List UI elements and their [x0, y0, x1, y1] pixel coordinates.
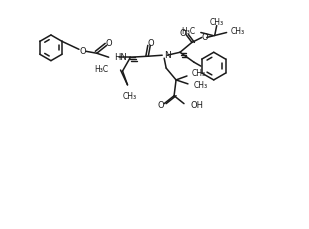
- Text: H₃C: H₃C: [181, 27, 195, 36]
- Text: OH: OH: [191, 101, 204, 110]
- Text: O: O: [80, 47, 86, 56]
- Text: CH₃: CH₃: [122, 92, 137, 101]
- Text: N: N: [164, 51, 171, 60]
- Text: O: O: [180, 29, 186, 38]
- Text: CH₃: CH₃: [231, 27, 245, 36]
- Text: CH₃: CH₃: [194, 81, 208, 90]
- Text: HN: HN: [114, 53, 126, 62]
- Text: O: O: [105, 39, 112, 48]
- Text: CH₃: CH₃: [210, 18, 224, 27]
- Text: CH₃: CH₃: [192, 69, 206, 79]
- Text: O: O: [201, 33, 208, 42]
- Text: O: O: [158, 101, 164, 110]
- Text: O: O: [148, 39, 154, 48]
- Text: H₃C: H₃C: [95, 65, 109, 74]
